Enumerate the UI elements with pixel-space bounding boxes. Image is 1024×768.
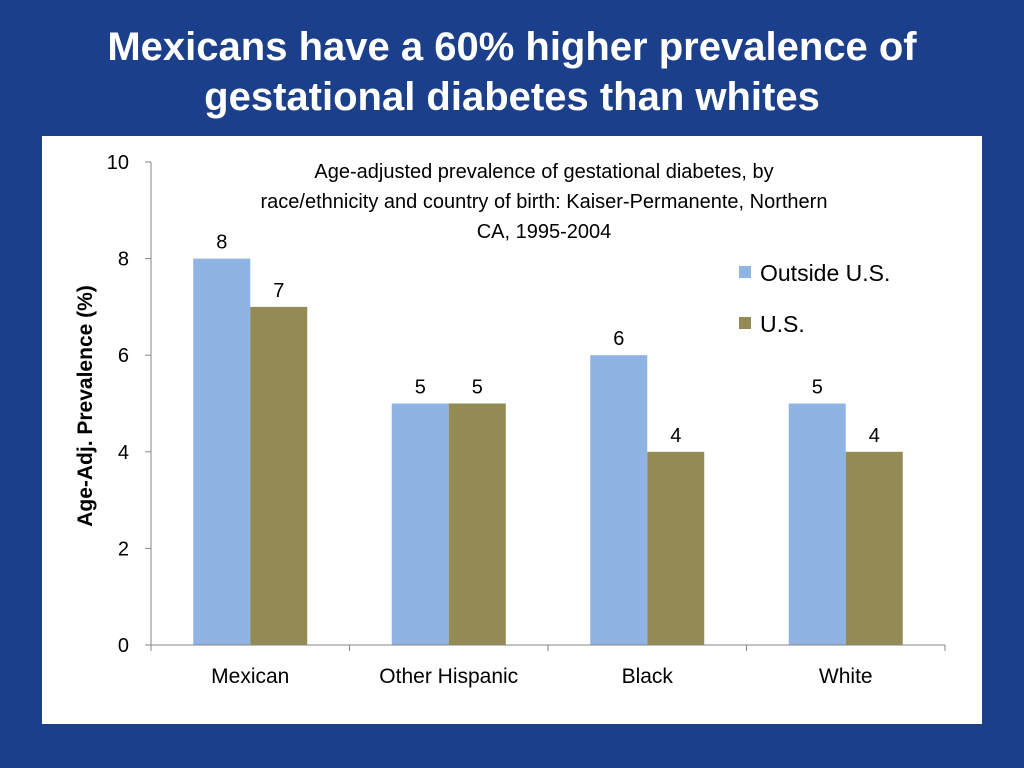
chart-title-line: race/ethnicity and country of birth: Kai…	[261, 191, 828, 213]
y-tick-label: 4	[118, 442, 129, 464]
chart-title-line: Age-adjusted prevalence of gestational d…	[314, 161, 773, 183]
y-tick-label: 8	[118, 249, 129, 271]
legend-swatch	[739, 266, 751, 278]
data-label: 4	[869, 425, 880, 447]
slide-title-line-2: gestational diabetes than whites	[204, 75, 820, 119]
bar-chart: 8 7 5 5 6 4 5 4 0 2 4 6 8 10 Mexican Other Hispanic Blac…	[74, 152, 946, 688]
chart-title-line: CA, 1995-2004	[477, 221, 612, 243]
bar-outside-us-3	[788, 403, 846, 645]
data-label: 5	[812, 377, 823, 399]
bar-us-2	[647, 451, 705, 645]
bar-us-1	[448, 403, 506, 645]
bar-us-0	[250, 306, 308, 645]
data-label: 4	[670, 425, 681, 447]
bar-outside-us-0	[193, 258, 251, 645]
bar-outside-us-1	[391, 403, 449, 645]
legend-swatch	[739, 317, 751, 329]
y-tick-label: 10	[107, 152, 129, 174]
slide-title-line-1: Mexicans have a 60% higher prevalence of	[107, 25, 917, 69]
y-tick-label: 0	[118, 635, 129, 657]
x-tick-label: White	[819, 665, 873, 688]
y-tick-label: 6	[118, 345, 129, 367]
data-label: 6	[613, 328, 624, 350]
legend-label: U.S.	[760, 311, 805, 337]
data-label: 7	[273, 280, 284, 302]
bar-outside-us-2	[590, 355, 648, 645]
x-tick-label: Mexican	[211, 665, 289, 688]
x-tick-label: Other Hispanic	[379, 665, 518, 688]
x-tick-label: Black	[622, 665, 674, 688]
y-axis-title: Age-Adj. Prevalence (%)	[74, 285, 97, 527]
data-label: 8	[216, 232, 227, 254]
slide-title: Mexicans have a 60% higher prevalence of…	[0, 22, 1024, 122]
data-label: 5	[415, 377, 426, 399]
chart-panel: 8 7 5 5 6 4 5 4 0 2 4 6 8 10 Mexican Other Hispanic Blac…	[42, 136, 982, 724]
bar-us-3	[845, 451, 903, 645]
y-tick-label: 2	[118, 538, 129, 560]
legend-label: Outside U.S.	[760, 260, 890, 286]
data-label: 5	[472, 377, 483, 399]
